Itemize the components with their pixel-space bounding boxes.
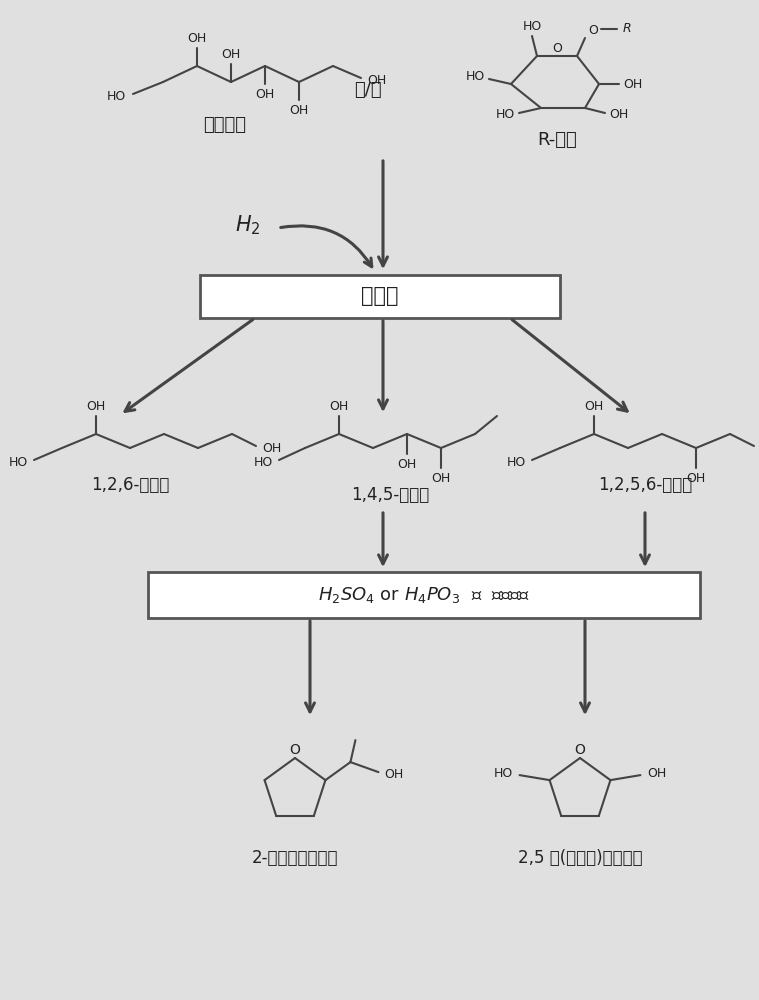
Text: 雷尼铜: 雷尼铜: [361, 286, 398, 306]
Text: OH: OH: [431, 472, 451, 485]
Text: OH: OH: [609, 108, 628, 121]
Text: OH: OH: [289, 104, 309, 116]
Text: OH: OH: [367, 74, 386, 87]
Text: HO: HO: [522, 19, 542, 32]
Text: R-糖苷: R-糖苷: [537, 131, 577, 149]
Bar: [148, 572, 700, 618]
Text: 1,2,6-己三醇: 1,2,6-己三醇: [91, 476, 169, 494]
Bar: [200, 275, 560, 318]
Text: OH: OH: [584, 399, 603, 412]
Text: O: O: [575, 743, 585, 757]
Text: $H_2SO_4$ or $H_4PO_3$  或  路易斯酸: $H_2SO_4$ or $H_4PO_3$ 或 路易斯酸: [318, 585, 530, 605]
Text: OH: OH: [263, 442, 282, 454]
Text: OH: OH: [384, 768, 403, 781]
Text: O: O: [290, 743, 301, 757]
Text: 山梨糖醇: 山梨糖醇: [203, 116, 247, 134]
Text: R: R: [622, 22, 631, 35]
Text: 2,5 双(二甲基)四氢呋喃: 2,5 双(二甲基)四氢呋喃: [518, 849, 642, 867]
Text: 1,2,5,6-己四醇: 1,2,5,6-己四醇: [598, 476, 692, 494]
Text: OH: OH: [187, 31, 206, 44]
Text: HO: HO: [106, 90, 126, 103]
Text: OH: OH: [222, 47, 241, 60]
Text: OH: OH: [647, 767, 666, 780]
Text: 1,4,5-己三醇: 1,4,5-己三醇: [351, 486, 429, 504]
Text: HO: HO: [8, 456, 27, 468]
Text: HO: HO: [465, 70, 485, 84]
Text: OH: OH: [329, 399, 348, 412]
Text: OH: OH: [255, 88, 275, 101]
Text: OH: OH: [87, 399, 106, 412]
Text: 和/或: 和/或: [354, 81, 382, 99]
Text: 2-羟乙基四氢呋喃: 2-羟乙基四氢呋喃: [252, 849, 339, 867]
Text: OH: OH: [686, 472, 706, 485]
Text: OH: OH: [398, 458, 417, 471]
Text: O: O: [552, 42, 562, 55]
Text: HO: HO: [506, 456, 526, 468]
FancyArrowPatch shape: [281, 226, 372, 267]
Text: HO: HO: [494, 767, 513, 780]
Text: HO: HO: [496, 108, 515, 121]
Text: OH: OH: [623, 78, 643, 91]
Text: O: O: [588, 23, 598, 36]
Text: $H_2$: $H_2$: [235, 213, 261, 237]
Text: HO: HO: [254, 456, 272, 468]
